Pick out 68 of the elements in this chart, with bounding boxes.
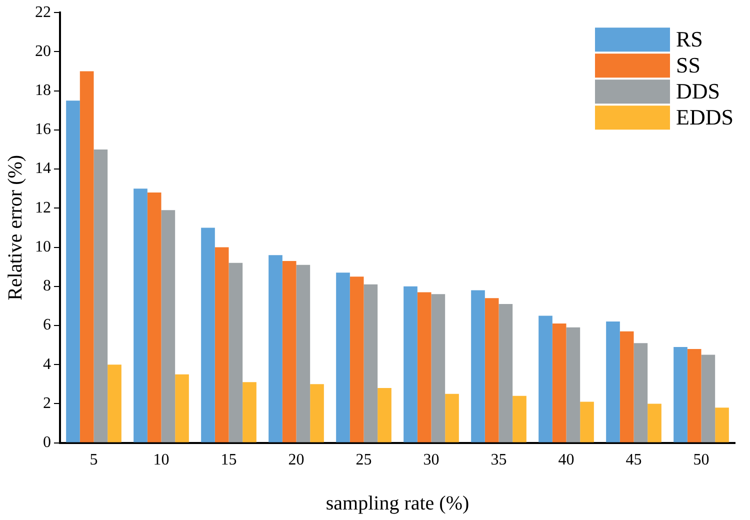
x-tick-label: 35	[490, 452, 507, 469]
x-tick-label: 50	[693, 452, 710, 469]
x-tick-label: 45	[626, 452, 642, 469]
x-tick-label: 15	[220, 452, 237, 469]
legend-label: EDDS	[676, 104, 734, 130]
x-tick-label: 30	[423, 452, 440, 469]
bar	[484, 298, 499, 442]
y-tick-label: 10	[35, 238, 51, 256]
bar	[606, 322, 620, 442]
legend-label: DDS	[676, 78, 720, 104]
bar	[552, 324, 566, 442]
y-tick-label: 6	[43, 316, 51, 334]
y-tick-label: 4	[43, 356, 51, 373]
bar	[674, 346, 688, 442]
y-tick-label: 14	[35, 160, 51, 178]
bar	[498, 304, 513, 442]
y-tick-label: 8	[43, 278, 51, 295]
bar	[134, 188, 148, 442]
x-axis-title: sampling rate (%)	[326, 492, 470, 514]
bar	[296, 264, 310, 442]
bar	[580, 402, 594, 442]
bar	[242, 382, 256, 442]
y-tick-label: 18	[35, 82, 51, 100]
x-tick-label: 10	[153, 452, 170, 469]
bar	[364, 284, 378, 442]
bar	[147, 192, 162, 442]
y-tick-label: 12	[35, 199, 51, 216]
bar	[431, 294, 446, 442]
y-tick-label: 20	[35, 42, 51, 60]
y-tick-label: 2	[43, 394, 51, 412]
x-tick-label: 40	[558, 452, 574, 469]
x-tick-label: 5	[90, 452, 98, 469]
bar	[310, 384, 324, 442]
bar	[108, 364, 122, 442]
bar	[336, 272, 350, 442]
bar	[228, 262, 243, 442]
bar	[417, 292, 432, 442]
bar	[634, 343, 648, 442]
bar	[214, 247, 229, 442]
y-tick-label: 0	[43, 434, 51, 452]
x-tick-label: 25	[356, 452, 372, 469]
bar	[66, 100, 80, 442]
bar	[538, 316, 552, 442]
bar	[268, 255, 282, 442]
bar	[80, 71, 94, 442]
bar	[715, 408, 729, 442]
bar	[648, 404, 662, 442]
bar	[566, 327, 580, 442]
bar	[404, 286, 418, 442]
bar	[201, 228, 215, 442]
bar	[445, 394, 459, 442]
bar	[175, 374, 189, 442]
bar	[687, 348, 702, 442]
x-tick-label: 20	[288, 452, 304, 469]
y-axis-title: Relative error (%)	[4, 154, 26, 300]
bar	[161, 210, 176, 442]
bar	[620, 331, 634, 442]
legend-label: RS	[676, 26, 703, 52]
bar	[350, 276, 364, 442]
bar	[378, 388, 392, 442]
bar	[471, 290, 485, 442]
bar	[282, 260, 296, 442]
legend-label: SS	[676, 52, 700, 78]
y-tick-label: 22	[35, 4, 51, 21]
bar	[512, 396, 526, 442]
bar	[94, 149, 108, 442]
bar	[701, 354, 716, 442]
y-tick-label: 16	[35, 121, 51, 138]
